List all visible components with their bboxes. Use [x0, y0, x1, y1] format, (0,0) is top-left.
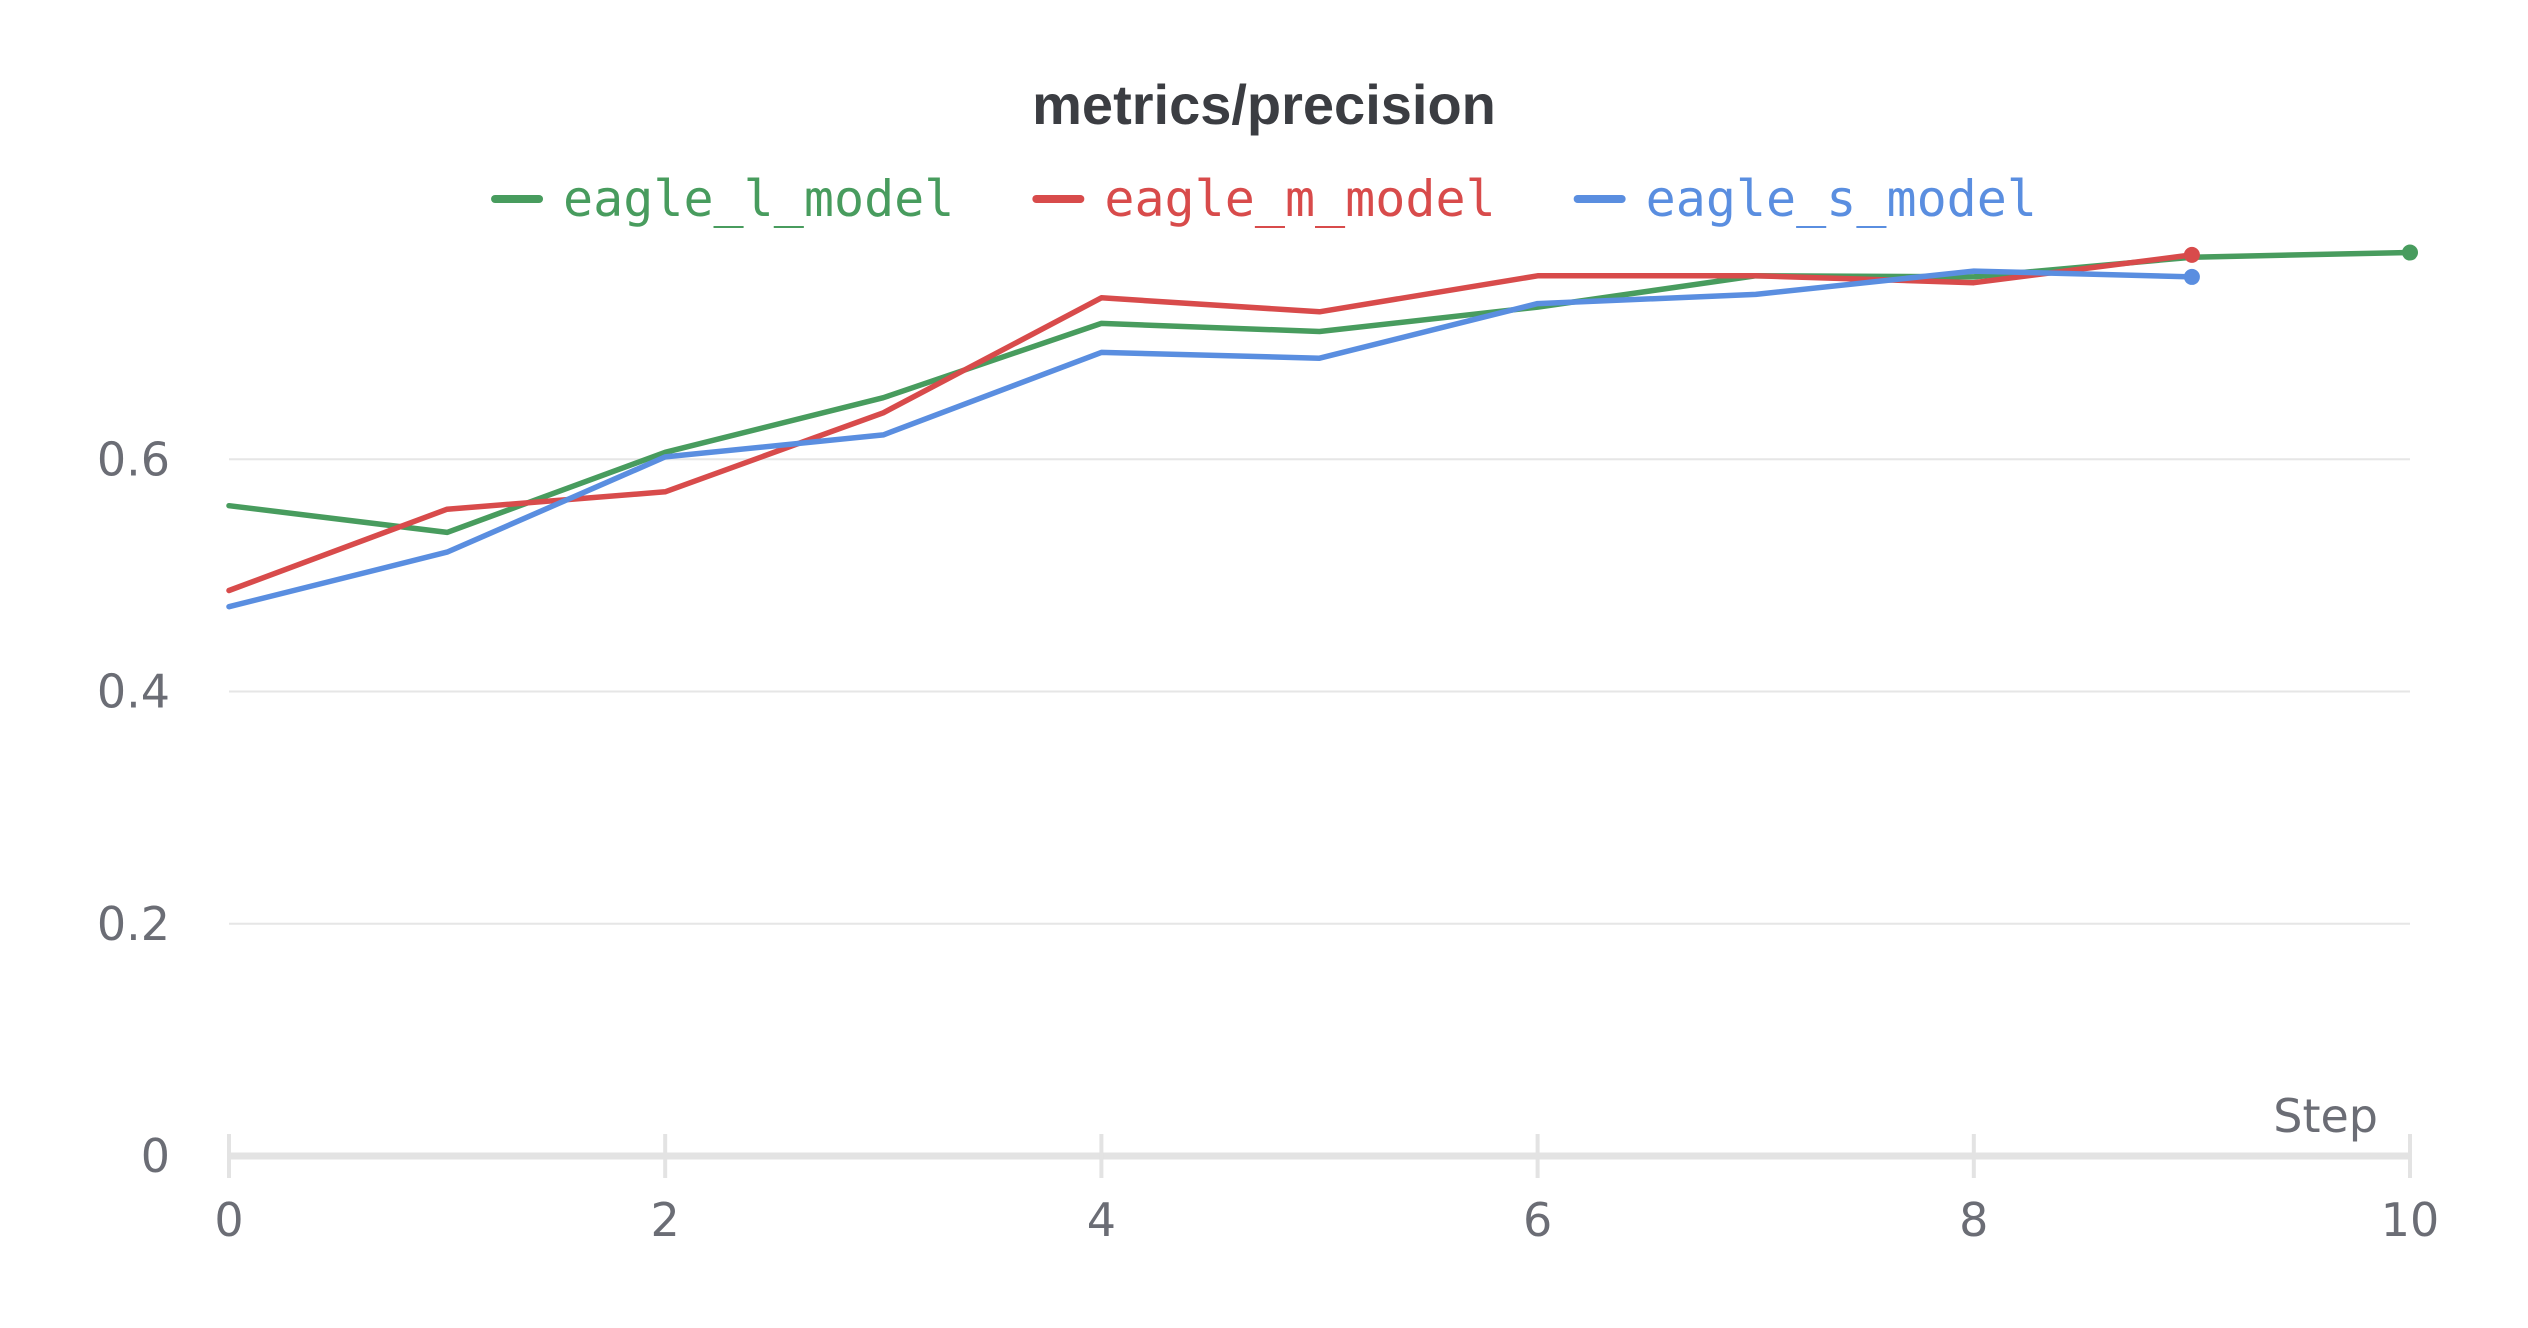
gridlines — [229, 458, 2410, 925]
x-tick-label: 10 — [2381, 1193, 2440, 1247]
y-tick-label: 0.2 — [97, 897, 170, 951]
legend-label: eagle_s_model — [1646, 170, 2037, 228]
y-tick-label: 0.4 — [97, 665, 170, 719]
legend: eagle_l_model eagle_m_model eagle_s_model — [491, 170, 2037, 228]
x-axis-title: Step — [2273, 1089, 2378, 1143]
x-tick-label: 8 — [1959, 1193, 1988, 1247]
legend-label: eagle_m_model — [1104, 170, 1495, 228]
series-line-eagle_l_model — [226, 249, 2413, 536]
x-tick-label: 0 — [214, 1193, 243, 1247]
y-tick-label: 0 — [141, 1129, 170, 1183]
series-group — [226, 244, 2418, 610]
series-line-eagle_m_model — [226, 252, 2195, 594]
legend-swatch — [1032, 195, 1085, 203]
x-tick-label: 2 — [651, 1193, 680, 1247]
x-tick-label: 6 — [1523, 1193, 1552, 1247]
series-end-marker — [2402, 244, 2418, 261]
legend-swatch — [1573, 195, 1626, 203]
y-axis: 0 0.2 0.4 0.6 — [97, 432, 170, 1183]
chart-title: metrics/precision — [1032, 73, 1496, 136]
series-line-eagle_s_model — [226, 268, 2195, 610]
x-axis: 0 2 4 6 8 10 — [214, 1134, 2439, 1247]
legend-label: eagle_l_model — [563, 170, 954, 228]
legend-swatch — [491, 195, 544, 203]
y-tick-label: 0.6 — [97, 432, 170, 486]
x-tick-label: 4 — [1087, 1193, 1116, 1247]
series-end-marker — [2183, 246, 2200, 263]
series-end-marker — [2183, 268, 2200, 285]
